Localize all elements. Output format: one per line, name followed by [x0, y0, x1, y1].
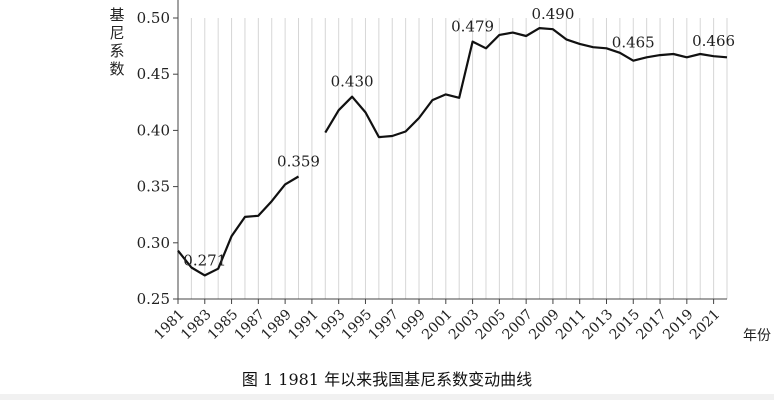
y-tick-label: 0.45 [137, 65, 170, 83]
x-tick-label: 2001 [419, 307, 456, 344]
y-tick-label: 0.50 [137, 9, 170, 27]
y-tick-label: 0.25 [137, 290, 170, 308]
y-tick-label: 0.30 [137, 234, 170, 252]
x-tick-label: 2019 [660, 307, 697, 344]
data-label: 0.466 [692, 32, 735, 50]
x-tick-label: 1985 [205, 307, 242, 344]
x-tick-label: 1995 [339, 307, 376, 344]
x-tick-label: 1989 [258, 307, 295, 344]
data-label: 0.271 [183, 251, 226, 269]
x-tick-label: 2015 [607, 307, 644, 344]
data-label: 0.479 [451, 18, 494, 36]
x-tick-label: 2005 [473, 307, 510, 344]
x-tick-label: 1999 [392, 307, 429, 344]
y-axis-label-char: 数 [109, 60, 124, 78]
series-lines [177, 27, 728, 277]
y-tick-label: 0.35 [137, 178, 170, 196]
x-tick-label: 1981 [151, 307, 188, 344]
grid-lines [177, 18, 728, 299]
x-tick-label: 2003 [446, 307, 483, 344]
x-axis-label: 年份 [743, 328, 771, 344]
x-tick-label: 2009 [526, 307, 563, 344]
data-label: 0.359 [277, 152, 320, 170]
x-tick-label: 1993 [312, 307, 349, 344]
x-tick-label: 2017 [633, 307, 670, 344]
y-tick-label: 0.40 [137, 121, 170, 139]
x-tick-label: 1987 [232, 307, 269, 344]
axes [177, 0, 727, 300]
data-labels: 0.271 0.359 0.430 0.479 0.490 0.465 0.466 [183, 5, 735, 269]
y-axis-label: 基尼系数 [109, 6, 124, 78]
data-label: 0.430 [331, 73, 374, 91]
y-tick-labels: 0.25 0.30 0.35 0.40 0.45 0.50 [137, 9, 178, 308]
page-edge-strip [0, 394, 774, 400]
data-label: 0.490 [531, 5, 574, 23]
figure-caption: 图 1 1981 年以来我国基尼系数变动曲线 [241, 370, 533, 389]
y-axis-label-char: 尼 [109, 24, 124, 42]
series-line [177, 175, 300, 277]
data-label: 0.465 [612, 33, 655, 51]
x-tick-labels: 1981198319851987198919911993199519971999… [151, 299, 723, 343]
series-line [324, 27, 728, 139]
x-tick-label: 2011 [553, 307, 590, 344]
x-tick-label: 2021 [687, 307, 724, 344]
x-tick-label: 2013 [580, 307, 617, 344]
y-axis-label-char: 系 [109, 42, 124, 60]
x-tick-label: 2007 [499, 307, 536, 344]
y-axis-label-char: 基 [109, 6, 124, 24]
x-tick-label: 1997 [366, 307, 403, 344]
x-tick-label: 1991 [285, 307, 322, 344]
x-tick-label: 1983 [178, 307, 215, 344]
